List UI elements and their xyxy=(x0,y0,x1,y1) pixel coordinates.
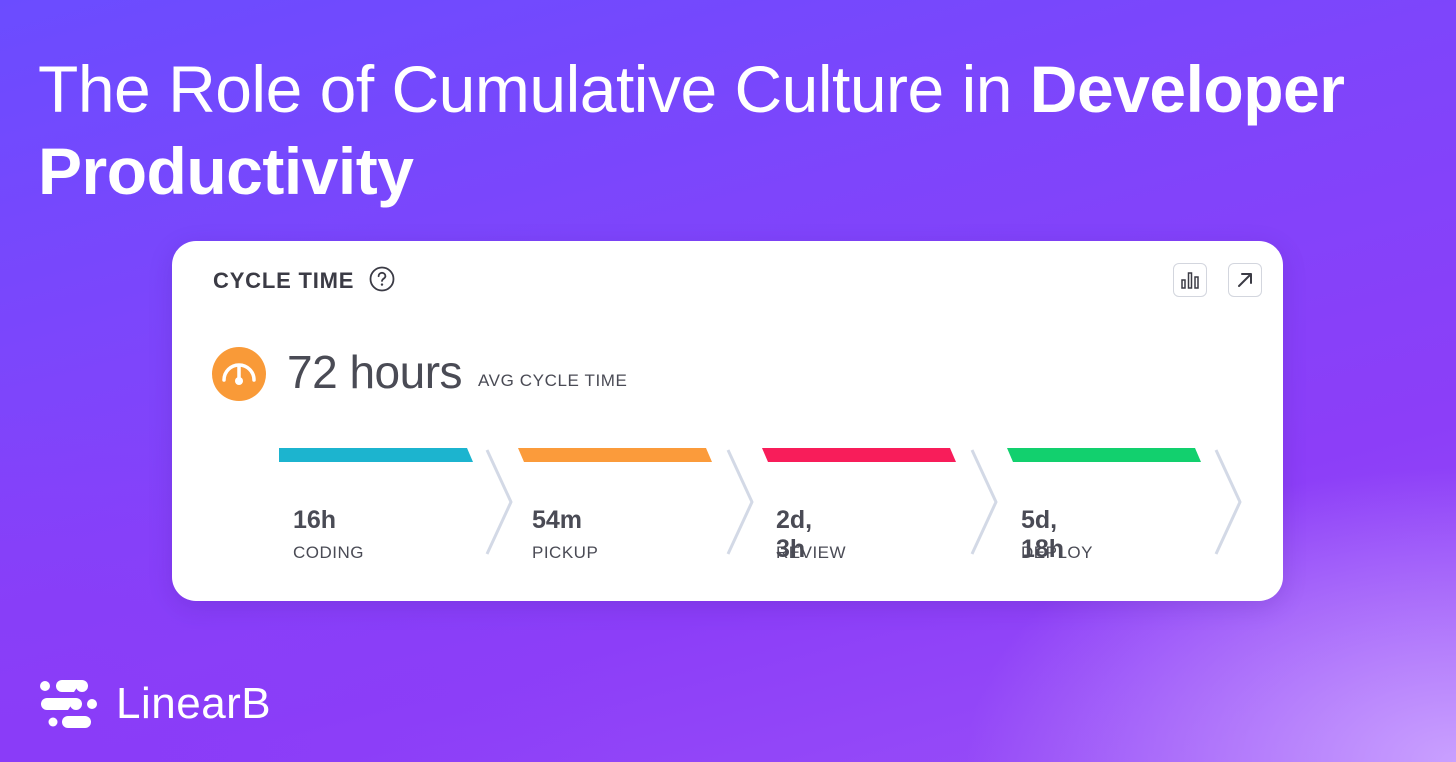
stage-bar xyxy=(1007,448,1201,462)
avg-cycle-time-value: 72 hours xyxy=(287,346,463,398)
stage-label: REVIEW xyxy=(776,543,847,562)
headline-regular: The Role of Cumulative Culture in xyxy=(38,52,1030,126)
linearb-logo-icon xyxy=(40,680,97,728)
gauge-icon xyxy=(212,347,266,401)
question-circle-icon[interactable] xyxy=(369,266,395,292)
stage-value: 5d, 18h xyxy=(1021,506,1065,563)
chevron-right-icon xyxy=(485,449,513,555)
chart-view-button[interactable] xyxy=(1173,263,1207,297)
stage-bar xyxy=(279,448,473,462)
stage-label: CODING xyxy=(293,543,364,562)
stage-value: 54m xyxy=(532,506,583,534)
linearb-logo: LinearB xyxy=(38,676,271,732)
headline-bold: Developer Productivity xyxy=(38,52,1345,208)
bar-chart-icon xyxy=(1181,272,1199,289)
stage-bar xyxy=(518,448,712,462)
brand-name: LinearB xyxy=(116,679,272,728)
card-title: CYCLE TIME xyxy=(213,268,355,293)
chevron-right-icon xyxy=(1214,449,1242,555)
stage-label: DEPLOY xyxy=(1021,543,1093,562)
stage-label: PICKUP xyxy=(532,543,599,562)
chevron-right-icon xyxy=(726,449,754,555)
cycle-time-card: CYCLE TIME 72 hours AVG CYCLE TIME 16h C… xyxy=(172,241,1283,601)
avg-cycle-time-label: AVG CYCLE TIME xyxy=(478,371,628,390)
arrow-up-right-icon xyxy=(1238,273,1252,287)
page-headline: The Role of Cumulative Culture in Develo… xyxy=(38,48,1418,212)
stage-bar xyxy=(762,448,956,462)
open-details-button[interactable] xyxy=(1228,263,1262,297)
chevron-right-icon xyxy=(970,449,998,555)
stage-value: 2d, 3h xyxy=(776,506,813,563)
stage-value: 16h xyxy=(293,506,337,534)
